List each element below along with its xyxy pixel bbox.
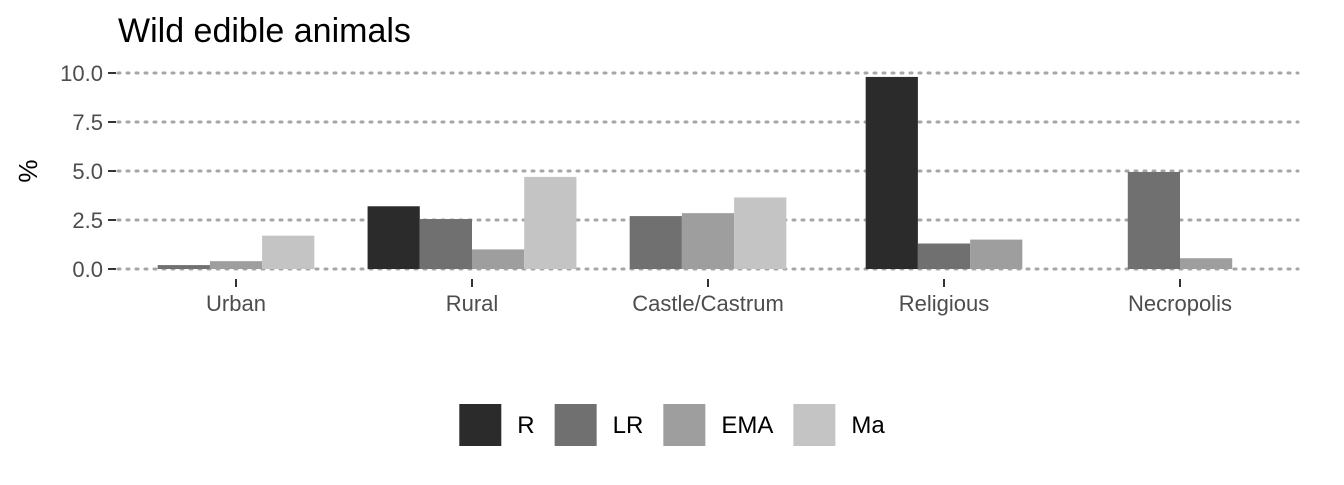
bar-r-religious: [865, 76, 918, 269]
legend-key: [793, 404, 836, 446]
legend-item-r: R: [459, 404, 535, 446]
bar-ema-urban: [209, 261, 263, 269]
bar-ema-religious: [970, 239, 1023, 269]
legend-label: LR: [613, 412, 644, 439]
bar-lr-religious: [917, 243, 971, 269]
y-tick-label: 10.0: [60, 61, 103, 86]
y-tick-label: 5.0: [72, 159, 103, 184]
bar-lr-urban: [157, 265, 210, 269]
x-tick-label: Castle/Castrum: [632, 291, 784, 316]
y-axis-ticks: 0.0 2.5 5.0 7.5 10.0: [60, 61, 116, 282]
legend-key: [554, 404, 597, 446]
bar-lr-necropolis: [1127, 171, 1180, 269]
bar-ema-necropolis: [1180, 258, 1233, 269]
x-tick-label: Rural: [446, 291, 499, 316]
bars: [157, 76, 1233, 269]
legend-label: EMA: [721, 412, 773, 439]
x-tick-label: Religious: [899, 291, 990, 316]
legend-item-lr: LR: [554, 404, 644, 446]
bar-r-rural: [367, 206, 420, 269]
grid-lines: [116, 71, 1300, 271]
bar-ma-urban: [262, 235, 315, 269]
legend-item-ma: Ma: [793, 404, 885, 446]
x-tick-label: Necropolis: [1128, 291, 1232, 316]
bar-ma-rural: [524, 176, 577, 269]
legend-label: R: [517, 412, 534, 439]
legend-key: [459, 404, 502, 446]
chart-title: Wild edible animals: [118, 12, 411, 50]
legend-item-ema: EMA: [663, 404, 773, 446]
bar-ma-castle-castrum: [734, 197, 787, 269]
bar-lr-castle-castrum: [629, 216, 682, 269]
legend-key: [663, 404, 706, 446]
y-tick-label: 0.0: [72, 257, 103, 282]
bar-lr-rural: [419, 219, 472, 269]
bar-ema-castle-castrum: [681, 213, 735, 269]
legend: R LR EMA Ma: [459, 404, 885, 446]
x-tick-label: Urban: [206, 291, 266, 316]
bar-ema-rural: [472, 249, 525, 269]
y-tick-label: 7.5: [72, 110, 103, 135]
y-tick-label: 2.5: [72, 208, 103, 233]
legend-label: Ma: [851, 412, 885, 439]
x-axis-ticks: Urban Rural Castle/Castrum Religious Necropo…: [206, 279, 1232, 316]
y-axis-title: %: [13, 159, 43, 182]
